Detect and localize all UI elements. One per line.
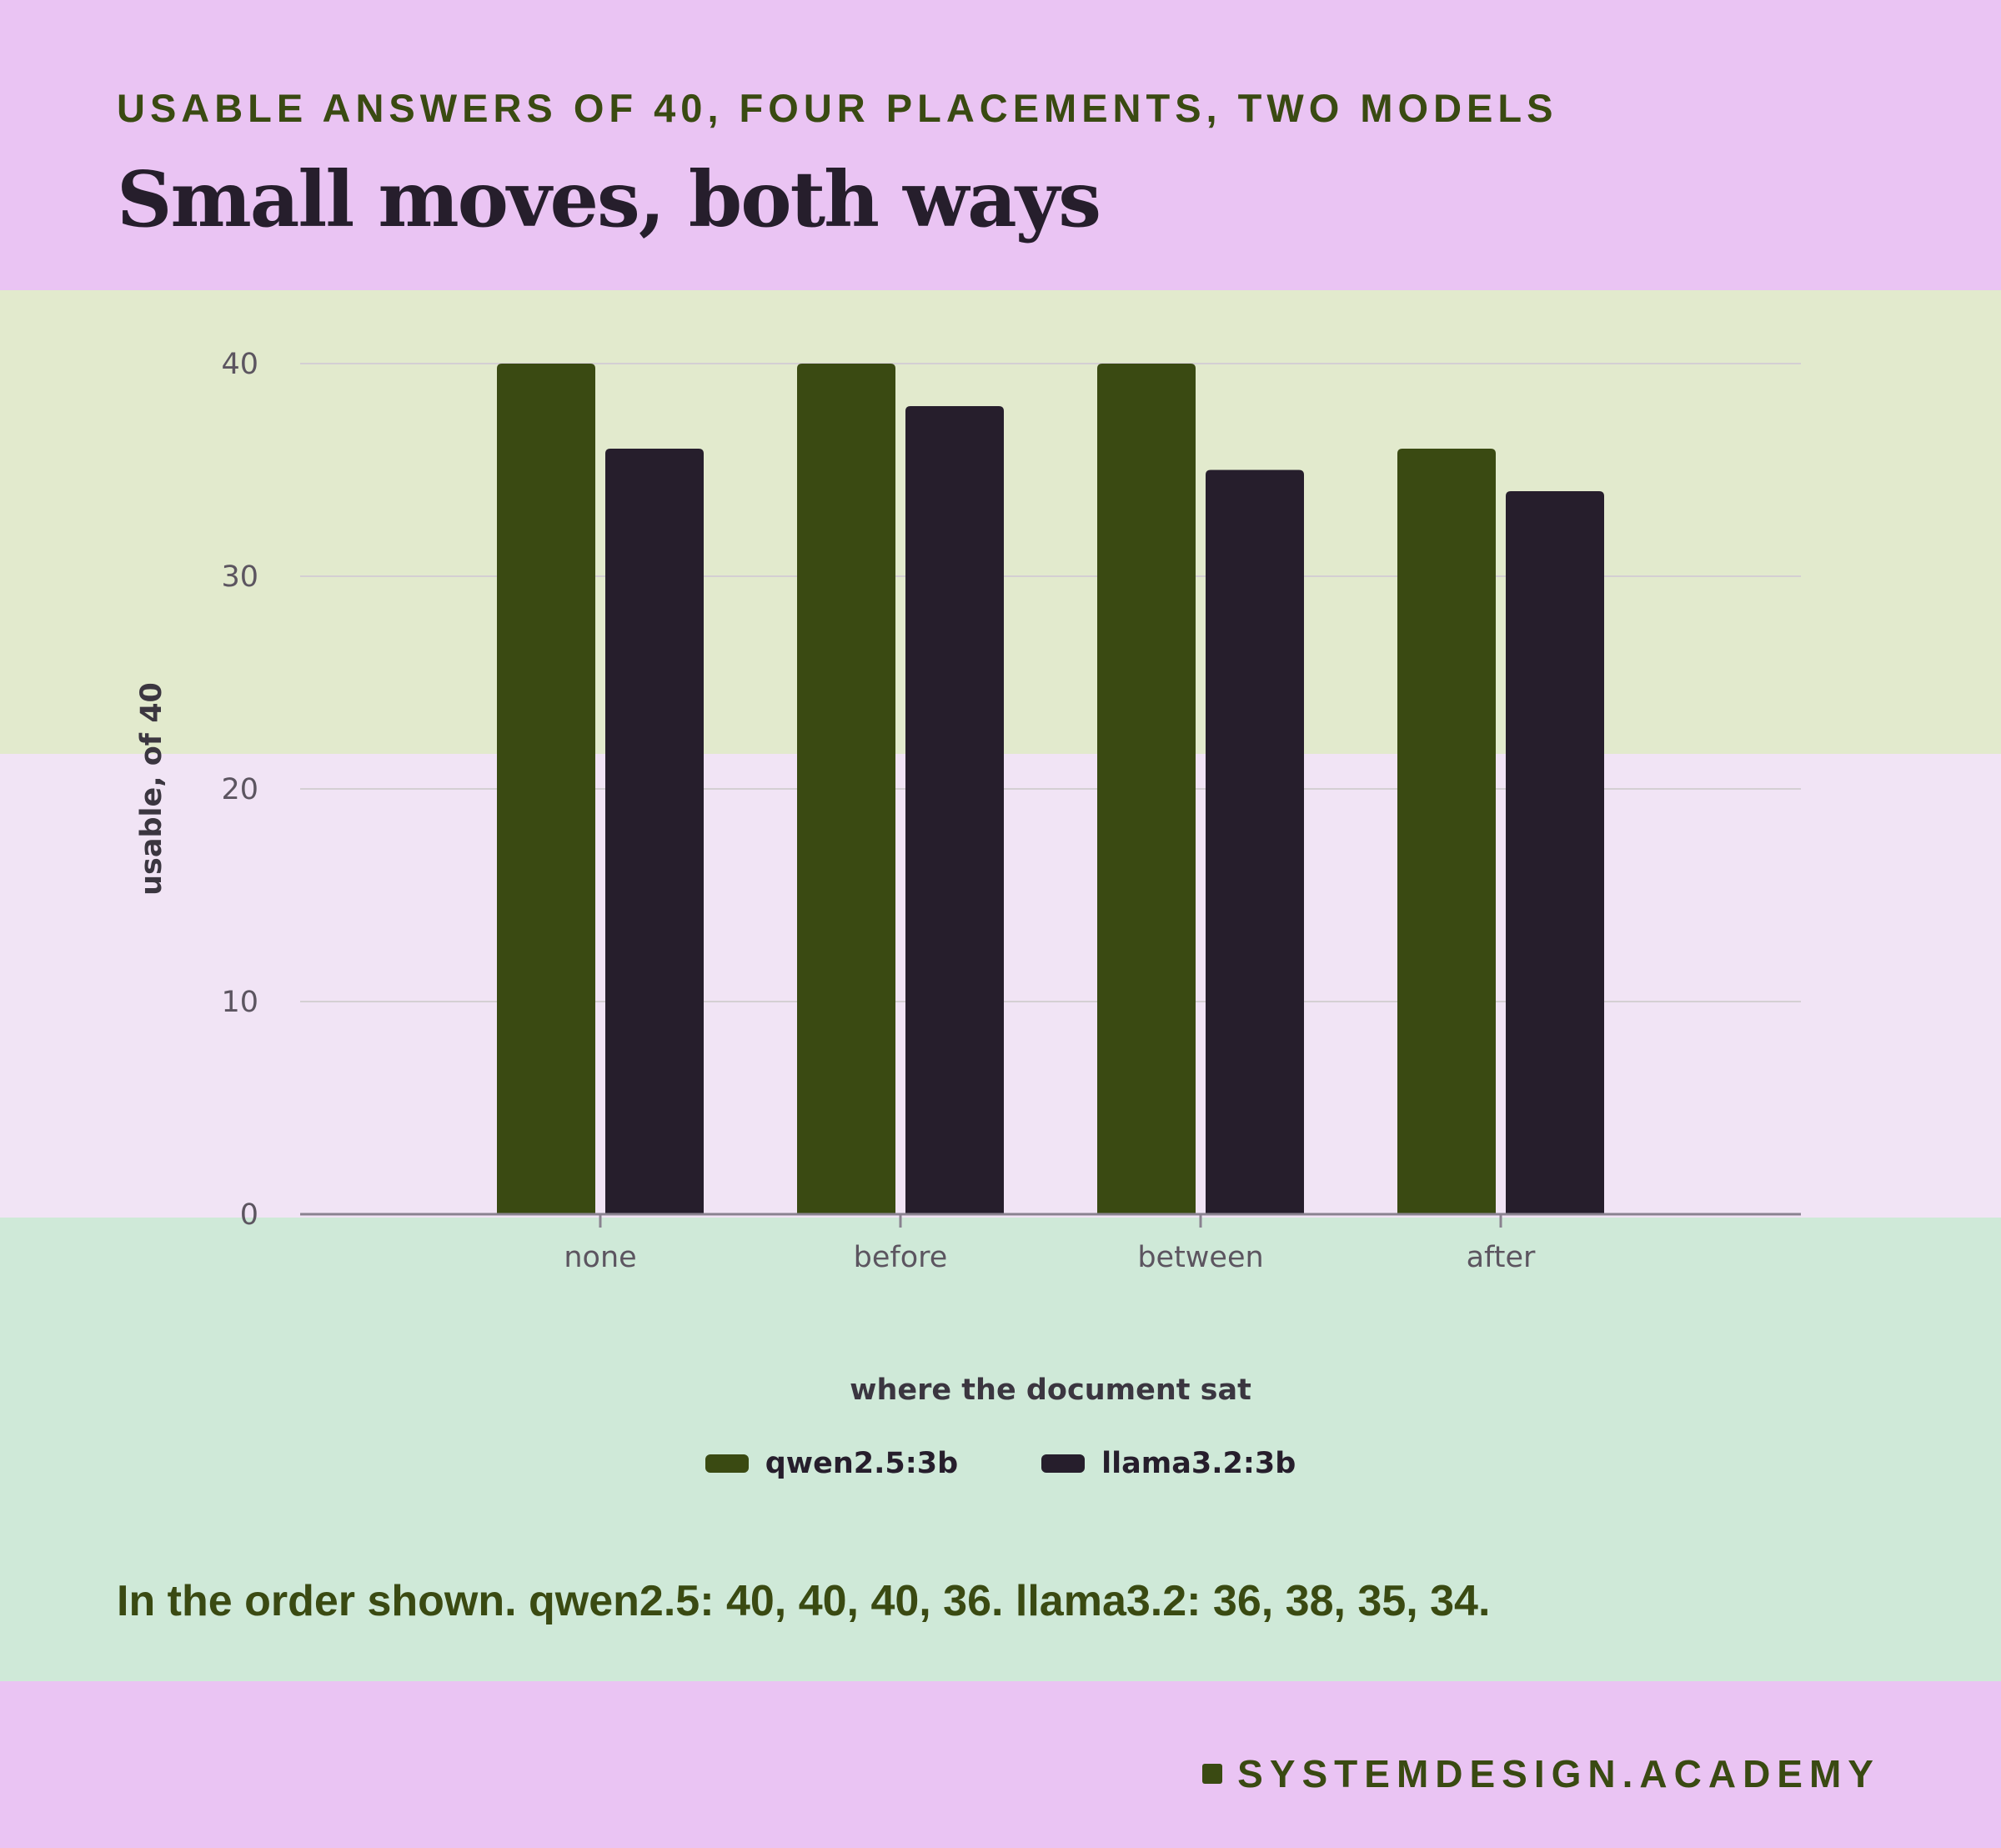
- bar-chart: 0 10 20 30 40 none before between after where the…: [135, 348, 1801, 1407]
- legend-item-qwen: qwen2.5:3b: [705, 1447, 958, 1480]
- brand-square-icon: [1202, 1764, 1223, 1784]
- bar-qwen-before: [797, 364, 895, 1214]
- x-axis-title: where the document sat: [850, 1373, 1251, 1407]
- y-tick-label: 0: [240, 1198, 258, 1232]
- summary-text: In the order shown. qwen2.5: 40, 40, 40,…: [117, 1577, 1491, 1625]
- y-axis-title: usable, of 40: [135, 682, 168, 896]
- chart-eyebrow: USABLE ANSWERS OF 40, FOUR PLACEMENTS, T…: [117, 86, 1558, 130]
- x-tick-label: before: [854, 1241, 948, 1274]
- bar-llama-between: [1206, 470, 1304, 1214]
- bar-qwen-none: [497, 364, 595, 1214]
- bar-qwen-after: [1397, 449, 1496, 1214]
- x-tick-label: none: [564, 1241, 636, 1274]
- legend-swatch: [705, 1454, 749, 1473]
- bar-llama-after: [1506, 491, 1604, 1214]
- y-tick-label: 10: [221, 986, 258, 1019]
- brand-name: SYSTEMDESIGN.ACADEMY: [1237, 1752, 1880, 1795]
- y-tick-label: 30: [221, 560, 258, 594]
- legend-swatch: [1041, 1454, 1086, 1473]
- band-mint: [0, 1218, 2001, 1681]
- legend-label: llama3.2:3b: [1101, 1447, 1296, 1480]
- bar-llama-none: [605, 449, 704, 1214]
- footer-band: [0, 1681, 2001, 1848]
- chart-headline: Small moves, both ways: [117, 154, 1101, 244]
- chart-legend: qwen2.5:3b llama3.2:3b: [0, 1447, 2001, 1480]
- y-tick-label: 40: [221, 348, 258, 381]
- legend-item-llama: llama3.2:3b: [1041, 1447, 1296, 1480]
- brand: SYSTEMDESIGN.ACADEMY: [1202, 1751, 1880, 1796]
- header-band: [0, 0, 2001, 290]
- legend-label: qwen2.5:3b: [765, 1447, 959, 1480]
- bar-qwen-between: [1097, 364, 1196, 1214]
- y-tick-label: 20: [221, 773, 258, 806]
- bar-llama-before: [905, 406, 1004, 1214]
- x-tick-label: after: [1467, 1241, 1536, 1274]
- x-tick-label: between: [1137, 1241, 1263, 1274]
